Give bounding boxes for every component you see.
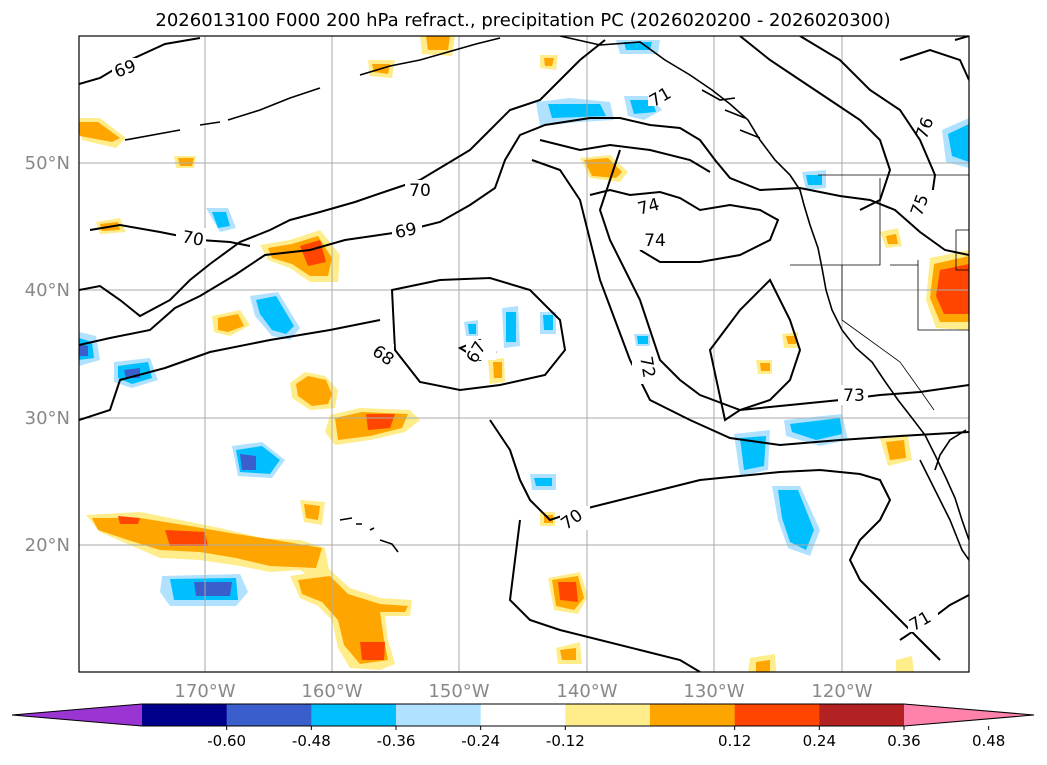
colorbar-segment xyxy=(565,704,651,726)
colorbar-tick-label: 0.36 xyxy=(887,732,920,750)
colorbar-segment xyxy=(734,704,820,726)
lon-label: 150°W xyxy=(428,681,489,702)
lon-label: 120°W xyxy=(811,681,872,702)
map-frame xyxy=(78,35,970,673)
colorbar-tick-label: 0.12 xyxy=(718,732,751,750)
colorbar-tick-label: -0.12 xyxy=(546,732,585,750)
colorbar: -0.60 -0.48 -0.36 -0.24 -0.12 0.12 0.24 0.36 0.4… xyxy=(11,703,1035,750)
map-panel xyxy=(79,36,969,672)
colorbar-extend-high xyxy=(904,704,1034,726)
figure-title: 2026013100 F000 200 hPa refract., precip… xyxy=(155,10,890,31)
colorbar-extend-low xyxy=(12,704,142,726)
lat-label: 50°N xyxy=(25,153,70,174)
colorbar-segment xyxy=(396,704,482,726)
lon-label: 130°W xyxy=(683,681,744,702)
contour-label: 74 xyxy=(644,231,666,251)
colorbar-segment xyxy=(819,704,905,726)
colorbar-segment xyxy=(650,704,736,726)
contour-label: 73 xyxy=(843,386,865,406)
coastlines xyxy=(124,36,969,561)
colorbar-segment xyxy=(311,704,397,726)
colorbar-segment xyxy=(142,704,228,726)
colorbar-segment xyxy=(480,704,566,726)
refractivity-contours xyxy=(79,36,969,672)
lat-label: 20°N xyxy=(25,535,70,556)
longitude-labels: 170°W 160°W 150°W 140°W 130°W 120°W xyxy=(174,681,872,702)
lon-label: 160°W xyxy=(301,681,362,702)
latitude-labels: 50°N 40°N 30°N 20°N xyxy=(25,153,70,556)
contour-label: 72 xyxy=(635,355,658,380)
lat-label: 40°N xyxy=(25,280,70,301)
colorbar-outline xyxy=(11,703,1035,727)
lon-label: 170°W xyxy=(174,681,235,702)
contour-label: 69 xyxy=(393,219,418,243)
colorbar-tick-label: -0.60 xyxy=(207,732,246,750)
political-boundaries xyxy=(790,174,969,411)
graticule-grid xyxy=(79,36,969,672)
lon-label: 140°W xyxy=(556,681,617,702)
contour-label: 70 xyxy=(409,181,431,201)
colorbar-tick-label: 0.48 xyxy=(972,732,1005,750)
lat-label: 30°N xyxy=(25,408,70,429)
colorbar-tick-label: -0.24 xyxy=(461,732,500,750)
colorbar-tick-label: -0.48 xyxy=(292,732,331,750)
colorbar-tick-label: -0.36 xyxy=(377,732,416,750)
colorbar-tick-label: 0.24 xyxy=(803,732,836,750)
colorbar-segment xyxy=(226,704,312,726)
contour-label: 70 xyxy=(180,227,205,250)
contour-label-masks xyxy=(112,58,942,632)
